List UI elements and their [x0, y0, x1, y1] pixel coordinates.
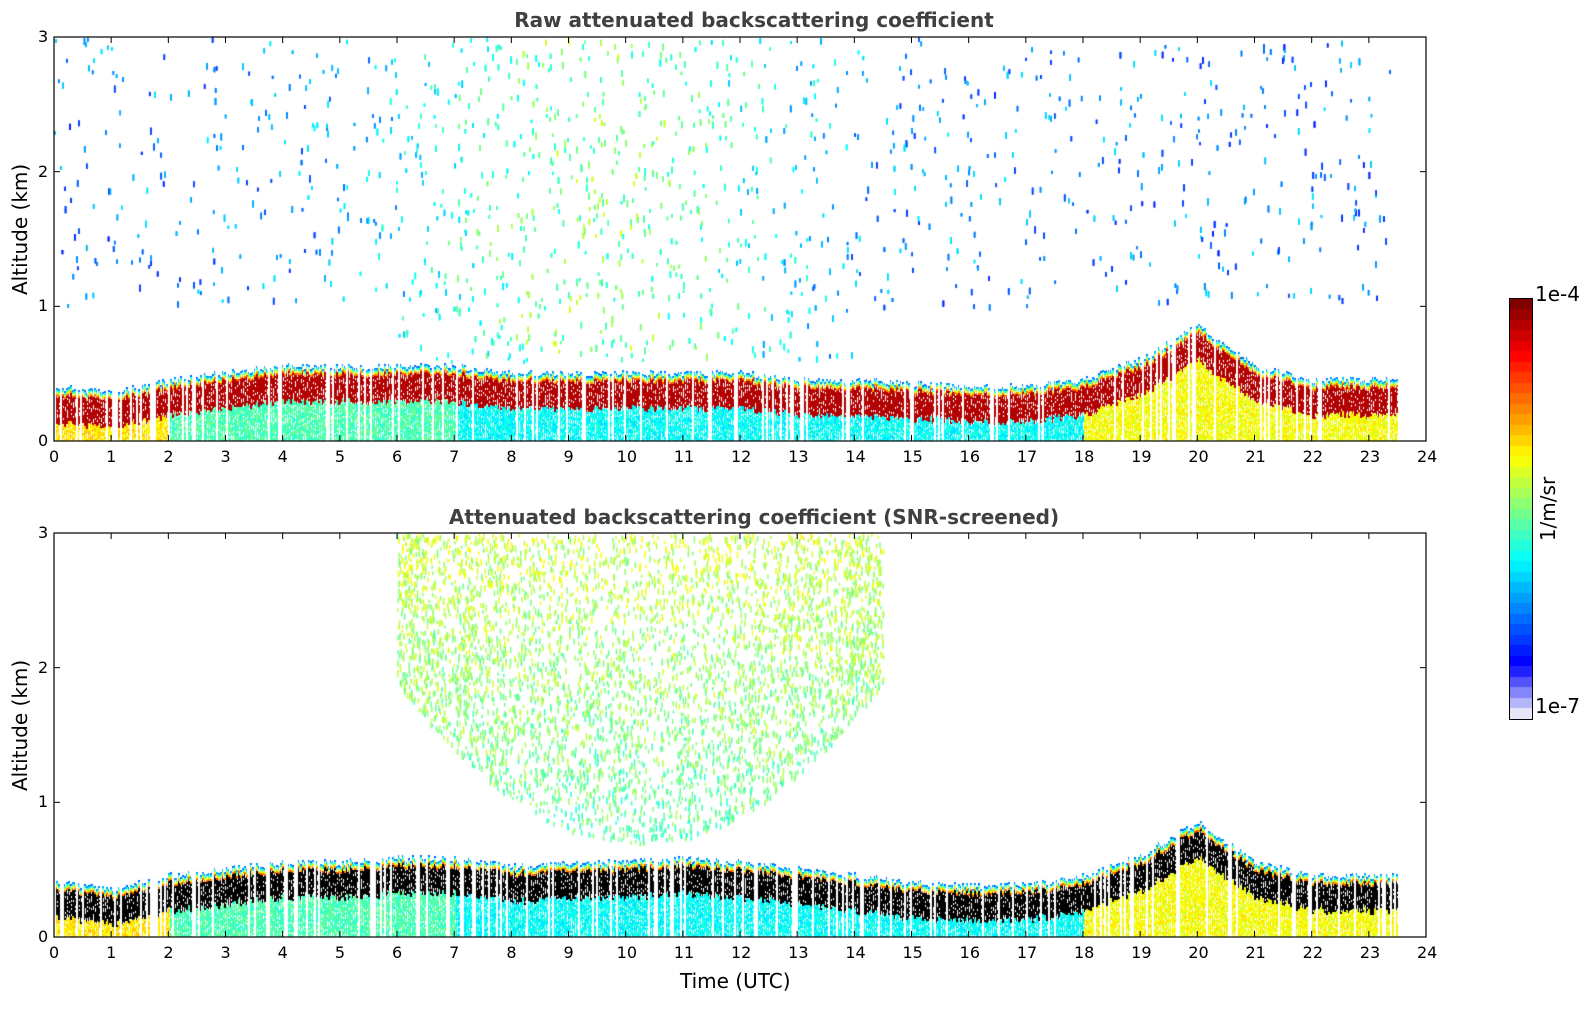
x-tick-label: 5: [334, 943, 346, 962]
x-tick-label: 19: [1131, 447, 1152, 466]
x-tick-label: 16: [959, 943, 981, 962]
x-tick-label: 15: [902, 943, 923, 962]
x-tick-label: 20: [1188, 943, 1209, 962]
y-tick-label: 3: [38, 27, 49, 46]
x-tick-label: 9: [563, 447, 574, 466]
y-tick-label: 1: [38, 296, 49, 316]
colorbar: [1509, 298, 1533, 720]
panel-1-ylabel: Altitude (km): [8, 163, 32, 295]
x-tick-label: 20: [1188, 447, 1209, 466]
x-tick-label: 18: [1074, 943, 1095, 962]
x-tick-label: 14: [845, 447, 866, 466]
panel-2-plot: 0 1 2 3 4 5 6 7 8 9 10 11 12 13 14 15 16 17 18 19 20 21 22 23 24…: [38, 523, 1454, 962]
x-tick-label: 11: [673, 447, 695, 466]
x-tick-label: 11: [673, 943, 695, 962]
x-tick-label: 17: [1016, 447, 1038, 466]
x-tick-label: 9: [563, 943, 574, 962]
x-tick-label: 0: [49, 447, 60, 466]
x-tick-label: 3: [220, 447, 231, 466]
panel-1-axes: [53, 36, 1427, 442]
panel-2-ylabel: Altitude (km): [8, 659, 32, 791]
panel-2-heatmap: [54, 533, 1426, 937]
x-tick-label: 18: [1074, 447, 1095, 466]
x-tick-label: 13: [788, 943, 809, 962]
x-tick-label: 0: [49, 943, 60, 962]
x-tick-label: 2: [163, 943, 174, 962]
panel-1-title: Raw attenuated backscattering coefficien…: [514, 8, 994, 32]
x-tick-label: 1: [106, 943, 117, 962]
x-tick-label: 12: [731, 943, 752, 962]
x-tick-label: 19: [1131, 943, 1152, 962]
x-tick-label: 7: [449, 943, 460, 962]
x-tick-label: 2: [163, 447, 174, 466]
panel-2-xlabel: Time (UTC): [680, 969, 791, 993]
colorbar-max-label: 1e-4: [1535, 282, 1580, 306]
x-tick-label: 16: [959, 447, 981, 466]
x-tick-label: 10: [616, 943, 638, 962]
x-tick-label: 12: [731, 447, 752, 466]
x-tick-label: 5: [334, 447, 346, 466]
panel-1-heatmap: [54, 37, 1426, 441]
panel-2-title: Attenuated backscattering coefficient (S…: [448, 505, 1060, 529]
x-tick-label: 4: [277, 943, 288, 962]
y-tick-label: 2: [38, 657, 49, 677]
axes-frame: [53, 532, 1427, 938]
x-tick-label: 23: [1359, 943, 1381, 962]
x-tick-label: 23: [1359, 447, 1381, 466]
y-tick-label: 3: [38, 523, 49, 542]
x-tick-label: 17: [1016, 943, 1038, 962]
colorbar-unit-label: 1/m/sr: [1536, 476, 1561, 542]
x-tick-label: 21: [1245, 943, 1266, 962]
x-tick-label: 15: [902, 447, 923, 466]
x-tick-label: 6: [392, 447, 403, 466]
axes-frame: [53, 36, 1427, 442]
x-tick-label: 21: [1245, 447, 1266, 466]
x-tick-label: 22: [1302, 447, 1324, 466]
x-tick-label: 8: [506, 943, 517, 962]
colorbar-min-label: 1e-7: [1535, 694, 1580, 718]
panel-1-plot: 0 1 2 3 4 5 6 7 8 9 10 11 12 13 14 15 16 17 18 19 20 21 22 23 24…: [38, 27, 1454, 466]
y-tick-label: 2: [38, 161, 49, 181]
x-tick-label: 13: [788, 447, 809, 466]
panel-2-axes: [53, 532, 1427, 938]
y-tick-label: 0: [38, 927, 49, 946]
y-tick-label: 1: [38, 792, 49, 812]
x-tick-label: 22: [1302, 943, 1324, 962]
x-tick-label: 10: [616, 447, 638, 466]
x-tick-label: 24: [1417, 943, 1438, 962]
x-tick-label: 7: [449, 447, 460, 466]
x-tick-label: 3: [220, 943, 231, 962]
x-tick-label: 14: [845, 943, 866, 962]
x-tick-label: 6: [392, 943, 403, 962]
x-tick-label: 1: [106, 447, 117, 466]
x-tick-label: 24: [1417, 447, 1438, 466]
x-tick-label: 4: [277, 447, 288, 466]
y-tick-label: 0: [38, 431, 49, 450]
x-tick-label: 8: [506, 447, 517, 466]
